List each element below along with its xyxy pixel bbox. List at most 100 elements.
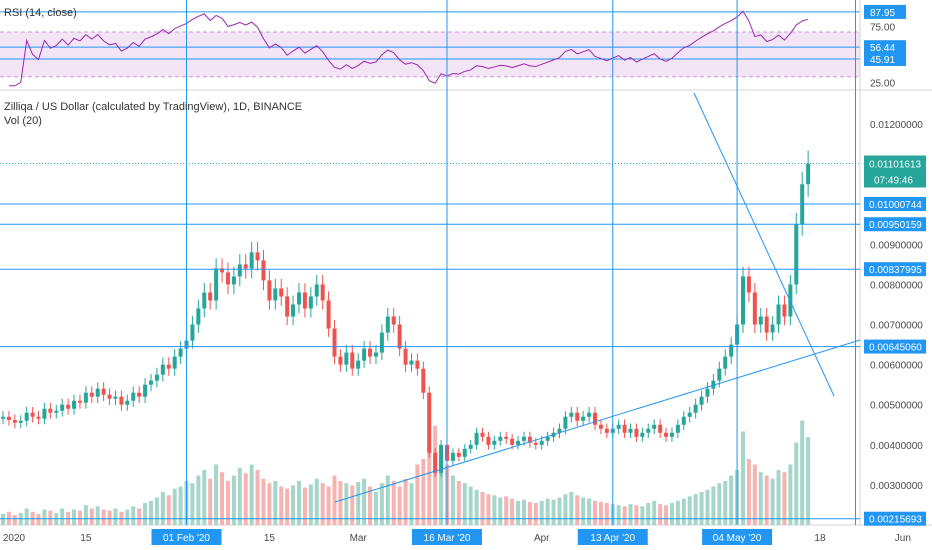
volume-bar bbox=[575, 495, 580, 525]
volume-label: Vol (20) bbox=[4, 115, 42, 127]
volume-bar bbox=[800, 420, 805, 525]
volume-bar bbox=[172, 488, 177, 525]
price-level-tag bbox=[864, 262, 926, 277]
rsi-level-label: 45.91 bbox=[870, 55, 895, 66]
candle-body bbox=[131, 392, 136, 401]
candle-body bbox=[308, 296, 313, 309]
candle-body bbox=[190, 324, 195, 341]
volume-bar bbox=[646, 503, 651, 525]
candle-body bbox=[415, 360, 420, 369]
rsi-line bbox=[8, 10, 809, 87]
candle-body bbox=[314, 284, 319, 297]
candle-body bbox=[397, 324, 402, 349]
candle-body bbox=[557, 428, 562, 433]
candle-body bbox=[137, 392, 142, 397]
candle-body bbox=[770, 324, 775, 333]
volume-bar bbox=[593, 500, 597, 525]
volume-bar bbox=[752, 464, 757, 525]
volume-bar bbox=[72, 509, 77, 525]
candle-body bbox=[1, 416, 5, 419]
volume-bar bbox=[664, 505, 669, 525]
candle-body bbox=[297, 292, 301, 305]
price-level-tag bbox=[864, 339, 926, 354]
price-level-tag bbox=[864, 217, 926, 232]
candle-body bbox=[462, 448, 467, 457]
trendline-support bbox=[334, 339, 861, 503]
candle-body bbox=[741, 276, 745, 325]
candle-body bbox=[261, 260, 266, 281]
volume-bar bbox=[794, 442, 799, 525]
time-highlight-tag bbox=[412, 529, 482, 545]
candle-body bbox=[575, 412, 580, 421]
time-tick-label: 18 bbox=[814, 533, 826, 544]
volume-bar bbox=[581, 497, 586, 525]
volume-bar bbox=[314, 478, 319, 525]
candle-body bbox=[450, 452, 455, 461]
time-highlight-tag bbox=[151, 529, 222, 545]
volume-bar bbox=[237, 467, 242, 525]
volume-bar bbox=[723, 481, 728, 525]
candle-body bbox=[516, 440, 521, 445]
candle-body bbox=[243, 264, 248, 269]
volume-bar bbox=[379, 483, 384, 525]
time-tick-label: Jun bbox=[895, 533, 911, 544]
candle-body bbox=[291, 304, 296, 317]
volume-bar bbox=[806, 437, 811, 525]
volume-bar bbox=[208, 478, 213, 525]
volume-bar bbox=[486, 494, 491, 525]
volume-bar bbox=[1, 514, 5, 525]
candle-body bbox=[652, 424, 657, 429]
volume-bar bbox=[492, 495, 497, 525]
volume-bar bbox=[131, 506, 136, 525]
last-price-tag bbox=[864, 155, 926, 172]
volume-bar bbox=[225, 481, 230, 525]
price-level-label: 0.00215693 bbox=[869, 515, 922, 526]
volume-bar bbox=[48, 510, 53, 525]
candle-body bbox=[427, 392, 432, 453]
chart-title: Zilliqa / US Dollar (calculated by Tradi… bbox=[4, 101, 302, 113]
candle-body bbox=[776, 304, 781, 325]
volume-bar bbox=[249, 464, 254, 525]
time-axis: 2020 15 01 Feb '20 15 Mar 16 Mar '20 Apr 13 Apr… bbox=[3, 529, 911, 545]
price-tick-label: 0.00800000 bbox=[870, 280, 923, 291]
volume-bar bbox=[681, 498, 686, 525]
volume-bar bbox=[699, 492, 704, 525]
candle-body bbox=[717, 368, 722, 381]
volume-bar bbox=[527, 501, 532, 525]
volume-bar bbox=[498, 497, 503, 525]
volume-bar bbox=[415, 464, 420, 525]
candle-body bbox=[409, 360, 414, 365]
volume-bar bbox=[220, 472, 225, 525]
rsi-level-tag bbox=[864, 4, 906, 19]
volume-bar bbox=[231, 475, 236, 525]
volume-bar bbox=[95, 506, 100, 525]
candle-body bbox=[178, 348, 183, 357]
volume-bar bbox=[640, 506, 645, 525]
price-pane bbox=[0, 0, 932, 526]
time-tick-label: 15 bbox=[80, 533, 92, 544]
volume-bar bbox=[83, 505, 88, 525]
volume-bar bbox=[362, 478, 367, 525]
volume-bar bbox=[60, 508, 65, 525]
time-highlight-label: 04 May '20 bbox=[713, 533, 762, 544]
price-level-label: 0.00950159 bbox=[869, 220, 922, 231]
candle-body bbox=[95, 388, 100, 397]
candle-body bbox=[356, 360, 361, 369]
candle-body bbox=[113, 396, 118, 399]
candle-body bbox=[746, 276, 751, 293]
rsi-tick-label: 75.00 bbox=[870, 22, 895, 33]
volume-bar bbox=[160, 492, 165, 525]
candles bbox=[1, 150, 811, 477]
volume-bar bbox=[669, 503, 674, 525]
candle-body bbox=[468, 444, 473, 449]
candle-body bbox=[616, 424, 621, 429]
volume-bar bbox=[302, 487, 307, 525]
candle-body bbox=[598, 424, 603, 429]
candle-body bbox=[403, 348, 408, 365]
candle-body bbox=[89, 392, 94, 397]
candle-body bbox=[172, 356, 177, 369]
candle-body bbox=[752, 292, 757, 325]
volume-bar bbox=[675, 500, 680, 525]
price-tick-label: 0.00900000 bbox=[870, 240, 923, 251]
